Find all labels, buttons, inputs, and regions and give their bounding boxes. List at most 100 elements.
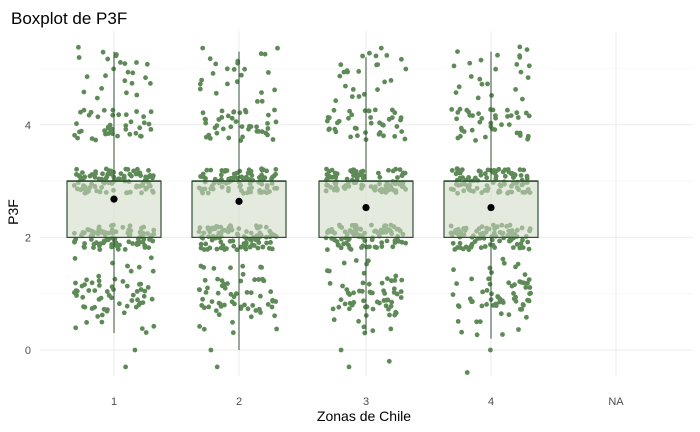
- data-point: [327, 281, 333, 286]
- data-point: [105, 56, 111, 62]
- outlier-point: [123, 364, 128, 370]
- data-point: [517, 53, 522, 59]
- data-point: [498, 311, 504, 317]
- data-point: [96, 278, 102, 284]
- data-point: [346, 243, 351, 248]
- data-point: [258, 293, 263, 299]
- data-point: [489, 93, 494, 98]
- x-tick-label: 1: [111, 396, 117, 408]
- data-point: [252, 277, 257, 283]
- data-point: [128, 119, 134, 125]
- data-point: [391, 290, 397, 295]
- data-point: [499, 122, 504, 128]
- data-point: [213, 90, 219, 96]
- data-point: [382, 79, 387, 85]
- data-point: [275, 45, 280, 51]
- data-point: [520, 237, 525, 243]
- data-point: [212, 125, 218, 131]
- data-point: [384, 238, 390, 244]
- data-point: [478, 57, 484, 63]
- data-point: [135, 297, 140, 303]
- data-point: [136, 264, 142, 270]
- data-point: [274, 326, 279, 332]
- data-point: [399, 56, 404, 62]
- data-point: [450, 292, 456, 297]
- data-point: [230, 330, 236, 336]
- mean-marker: [487, 203, 495, 212]
- data-point: [96, 176, 102, 182]
- data-point: [271, 173, 277, 179]
- data-point: [130, 292, 136, 298]
- data-point: [123, 126, 129, 132]
- data-point: [260, 244, 266, 250]
- data-point: [477, 76, 483, 82]
- data-point: [231, 109, 237, 115]
- data-point: [73, 325, 79, 331]
- data-point: [523, 285, 529, 290]
- data-point: [467, 60, 473, 66]
- data-point: [225, 81, 230, 87]
- data-point: [72, 132, 77, 138]
- data-point: [123, 112, 129, 118]
- data-point: [526, 113, 532, 119]
- data-point: [218, 172, 224, 178]
- data-point: [148, 255, 154, 261]
- data-point: [493, 66, 498, 72]
- data-point: [122, 61, 128, 66]
- data-point: [379, 280, 385, 286]
- data-point: [122, 78, 128, 84]
- data-point: [451, 267, 456, 273]
- data-point: [526, 298, 532, 303]
- data-point: [204, 167, 210, 173]
- data-point: [338, 297, 344, 303]
- data-point: [242, 66, 248, 72]
- data-point: [478, 172, 484, 178]
- data-point: [505, 114, 510, 119]
- data-point: [205, 285, 210, 291]
- data-point: [381, 133, 386, 139]
- data-point: [366, 281, 372, 287]
- data-point: [145, 285, 151, 290]
- chart-title: Boxplot de P3F: [11, 9, 127, 28]
- data-point: [200, 110, 206, 116]
- data-point: [502, 173, 508, 179]
- data-point: [249, 242, 255, 248]
- data-point: [95, 314, 101, 319]
- data-point: [231, 171, 237, 177]
- data-point: [518, 306, 523, 312]
- data-point: [514, 110, 520, 116]
- data-point: [221, 281, 227, 287]
- data-point: [254, 124, 259, 130]
- data-point: [459, 167, 465, 173]
- data-point: [97, 283, 102, 288]
- data-point: [257, 306, 262, 312]
- data-point: [487, 265, 493, 271]
- data-point: [254, 128, 260, 134]
- data-point: [203, 241, 209, 247]
- data-point: [521, 167, 527, 173]
- data-point: [268, 289, 274, 295]
- data-point: [493, 303, 499, 308]
- data-point: [100, 49, 106, 55]
- data-point: [524, 314, 529, 320]
- data-point: [381, 122, 386, 128]
- data-point: [364, 244, 370, 250]
- data-point: [386, 306, 391, 312]
- data-point: [344, 68, 350, 73]
- data-point: [81, 89, 87, 95]
- data-point: [390, 168, 396, 174]
- data-point: [348, 247, 354, 252]
- data-point: [134, 289, 140, 294]
- data-point: [342, 301, 348, 307]
- data-point: [269, 304, 275, 310]
- data-point: [493, 176, 499, 182]
- data-point: [219, 278, 225, 283]
- data-point: [270, 298, 275, 304]
- data-point: [516, 327, 521, 332]
- data-point: [137, 300, 143, 306]
- data-point: [239, 72, 244, 78]
- data-point: [255, 245, 261, 251]
- data-point: [106, 168, 112, 174]
- x-axis-title: Zonas de Chile: [317, 408, 411, 424]
- data-point: [354, 126, 359, 131]
